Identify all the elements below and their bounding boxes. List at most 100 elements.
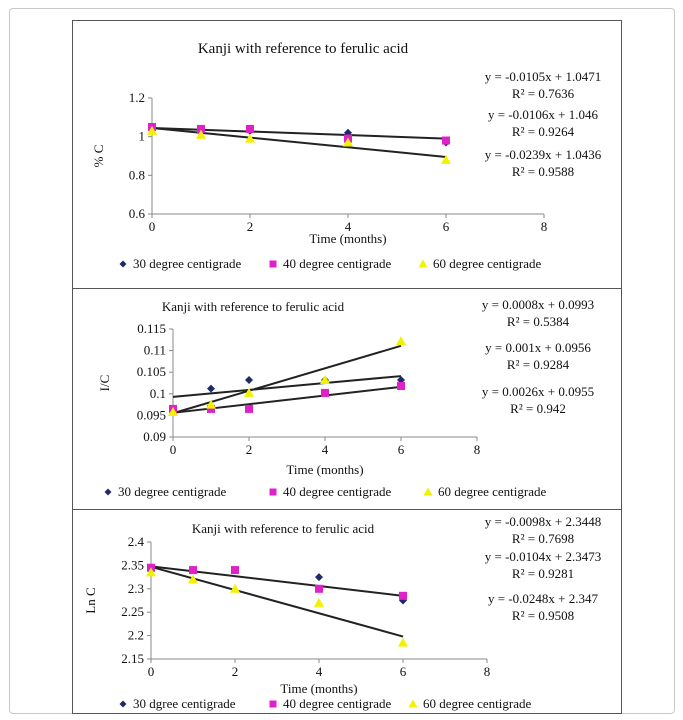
regression-equation: R² = 0.7698 xyxy=(512,531,574,546)
y-tick-label: 0.105 xyxy=(137,364,166,379)
x-tick-label: 4 xyxy=(316,664,323,679)
legend-marker-series-2 xyxy=(269,700,277,708)
chart-ln-c: Kanji with reference to ferulic acid 2.15… xyxy=(83,514,602,711)
legend-marker-series-1 xyxy=(119,700,127,708)
legend-marker-series-2 xyxy=(269,260,277,268)
regression-equation: y = -0.0248x + 2.347 xyxy=(488,591,598,606)
regression-equation: R² = 0.9264 xyxy=(512,124,575,139)
data-point-series-2 xyxy=(397,382,405,391)
data-point-series-3 xyxy=(244,387,254,397)
legend-marker-series-3 xyxy=(423,487,433,496)
chart-panel-inverse-c: Kanji with reference to ferulic acid 0.09… xyxy=(72,288,622,510)
regression-equation: R² = 0.942 xyxy=(510,401,566,416)
y-tick-label: 2.35 xyxy=(121,557,144,572)
regression-equation: y = -0.0098x + 2.3448 xyxy=(485,514,602,529)
data-point-series-3 xyxy=(396,336,406,346)
data-point-series-3 xyxy=(343,137,353,147)
regression-equation: y = -0.0105x + 1.0471 xyxy=(485,69,602,84)
data-point-series-1 xyxy=(397,375,405,384)
x-axis-label: Time (months) xyxy=(286,462,363,477)
x-tick-label: 4 xyxy=(345,219,352,234)
x-tick-label: 6 xyxy=(400,664,407,679)
data-point-series-3 xyxy=(245,133,255,143)
chart-percent-c: Kanji with reference to ferulic acid0.60… xyxy=(91,41,602,271)
data-point-series-2 xyxy=(246,124,254,133)
data-point-series-1 xyxy=(207,384,215,393)
data-point-series-3 xyxy=(196,129,206,139)
legend-marker-series-1 xyxy=(119,260,127,268)
data-point-series-3 xyxy=(441,154,451,164)
legend-entry: 40 degree centigrade xyxy=(283,696,392,711)
chart-title: Kanji with reference to ferulic acid xyxy=(162,299,345,314)
data-point-series-1 xyxy=(315,573,323,582)
data-point-series-2 xyxy=(189,566,197,575)
legend-marker-series-3 xyxy=(408,699,418,708)
y-axis-label: % C xyxy=(91,145,106,168)
legend-entry: 60 degree centigrade xyxy=(423,696,532,711)
x-tick-label: 0 xyxy=(148,664,155,679)
data-point-series-2 xyxy=(245,404,253,413)
y-tick-label: 1 xyxy=(139,129,146,144)
chart-title: Kanji with reference to ferulic acid xyxy=(198,41,409,57)
y-tick-label: 2.2 xyxy=(128,628,144,643)
data-point-series-3 xyxy=(147,125,157,135)
x-tick-label: 6 xyxy=(443,219,450,234)
regression-equation: R² = 0.9588 xyxy=(512,164,574,179)
y-tick-label: 0.8 xyxy=(129,167,145,182)
regression-equation: y = -0.0104x + 2.3473 xyxy=(485,549,602,564)
data-point-series-2 xyxy=(399,591,407,600)
legend-entry: 30 degree centigrade xyxy=(133,256,242,271)
y-tick-label: 0.09 xyxy=(143,429,166,444)
y-tick-label: 2.25 xyxy=(121,604,144,619)
legend-entry: 30 dgree centigrade xyxy=(133,696,236,711)
regression-equation: y = -0.0106x + 1.046 xyxy=(488,107,598,122)
data-point-series-3 xyxy=(146,567,156,577)
data-point-series-1 xyxy=(245,375,253,384)
x-tick-label: 8 xyxy=(474,442,481,457)
x-tick-label: 4 xyxy=(322,442,329,457)
legend-entry: 60 degree centigrade xyxy=(433,256,542,271)
y-tick-label: 0.115 xyxy=(137,321,166,336)
legend-entry: 40 degree centigrade xyxy=(283,256,392,271)
x-tick-label: 0 xyxy=(149,219,156,234)
x-tick-label: 6 xyxy=(398,442,405,457)
y-tick-label: 0.11 xyxy=(144,343,166,358)
legend-entry: 30 degree centigrade xyxy=(118,484,227,499)
data-point-series-2 xyxy=(315,584,323,593)
y-tick-label: 1.2 xyxy=(129,90,145,105)
y-tick-label: 0.6 xyxy=(129,206,146,221)
data-point-series-3 xyxy=(206,399,216,409)
data-point-series-3 xyxy=(320,374,330,384)
y-axis-label: I/C xyxy=(97,375,112,392)
x-tick-label: 2 xyxy=(246,442,253,457)
y-tick-label: 2.4 xyxy=(128,534,145,549)
data-point-series-2 xyxy=(321,388,329,397)
data-point-series-2 xyxy=(231,566,239,575)
data-point-series-2 xyxy=(207,404,215,413)
x-tick-label: 8 xyxy=(484,664,491,679)
regression-equation: y = 0.001x + 0.0956 xyxy=(485,340,591,355)
trend-line xyxy=(150,565,404,638)
regression-equation: R² = 0.9281 xyxy=(512,566,574,581)
data-point-series-3 xyxy=(314,597,324,607)
y-tick-label: 2.3 xyxy=(128,581,144,596)
regression-equation: R² = 0.7636 xyxy=(512,86,575,101)
chart-title: Kanji with reference to ferulic acid xyxy=(192,521,375,536)
regression-equation: y = -0.0239x + 1.0436 xyxy=(485,147,602,162)
x-tick-label: 2 xyxy=(247,219,254,234)
regression-equation: y = 0.0026x + 0.0955 xyxy=(482,384,594,399)
regression-equation: R² = 0.5384 xyxy=(507,314,570,329)
data-point-series-3 xyxy=(398,637,408,647)
y-tick-label: 0.095 xyxy=(137,407,166,422)
data-point-series-2 xyxy=(197,124,205,133)
y-tick-label: 0.1 xyxy=(150,386,166,401)
data-point-series-3 xyxy=(230,583,240,593)
legend-marker-series-3 xyxy=(418,259,428,268)
regression-equation: R² = 0.9508 xyxy=(512,608,574,623)
trend-line xyxy=(172,375,402,398)
y-axis-label: Ln C xyxy=(83,587,98,613)
x-tick-label: 2 xyxy=(232,664,239,679)
legend-entry: 40 degree centigrade xyxy=(283,484,392,499)
data-point-series-3 xyxy=(168,406,178,416)
legend-marker-series-2 xyxy=(269,488,277,496)
